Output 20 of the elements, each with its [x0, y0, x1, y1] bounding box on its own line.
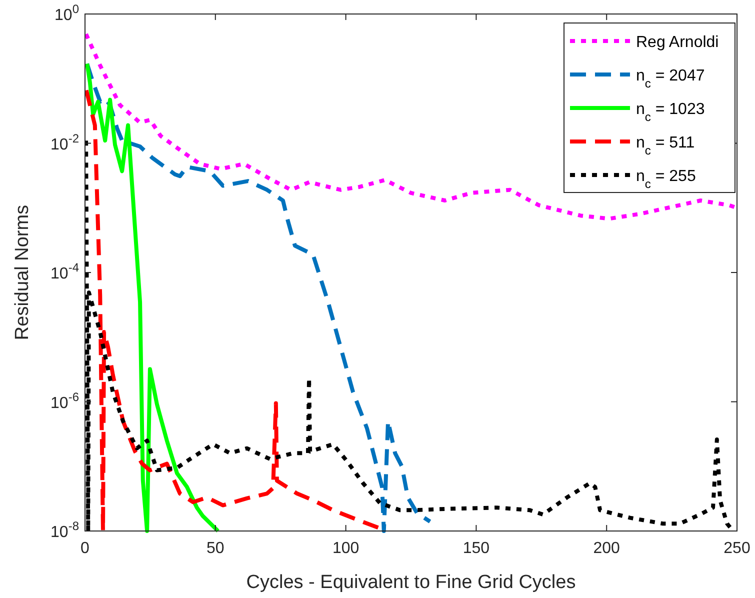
x-tick-label: 250 — [724, 540, 750, 557]
x-tick-label: 150 — [462, 540, 490, 557]
x-tick-label: 100 — [332, 540, 360, 557]
y-tick-label: 10$^{-2}$ — [50, 131, 80, 154]
y-tick-label: 10$^{-8}$ — [50, 519, 80, 541]
legend-label: n$_{c}$ = 1023 — [636, 101, 705, 124]
y-tick-label: 10$^{-6}$ — [50, 390, 80, 412]
x-tick-label: 50 — [206, 540, 224, 557]
y-axis-title: Residual Norms — [12, 204, 33, 340]
x-axis-title: Cycles - Equivalent to Fine Grid Cycles — [246, 572, 576, 593]
x-tick-label: 200 — [593, 540, 620, 557]
legend-label: n$_{c}$ = 2047 — [636, 68, 705, 90]
legend-label: n$_{c}$ = 255 — [636, 168, 696, 191]
legend-label: n$_{c}$ = 511 — [636, 134, 695, 158]
line-series — [85, 32, 737, 221]
y-tick-label: 10$^{0}$ — [54, 2, 80, 24]
legend-label: Reg Arnoldi — [636, 34, 719, 51]
y-tick-label: 10$^{-4}$ — [50, 260, 80, 282]
line-series — [85, 62, 220, 533]
x-tick-label: 0 — [80, 540, 90, 557]
